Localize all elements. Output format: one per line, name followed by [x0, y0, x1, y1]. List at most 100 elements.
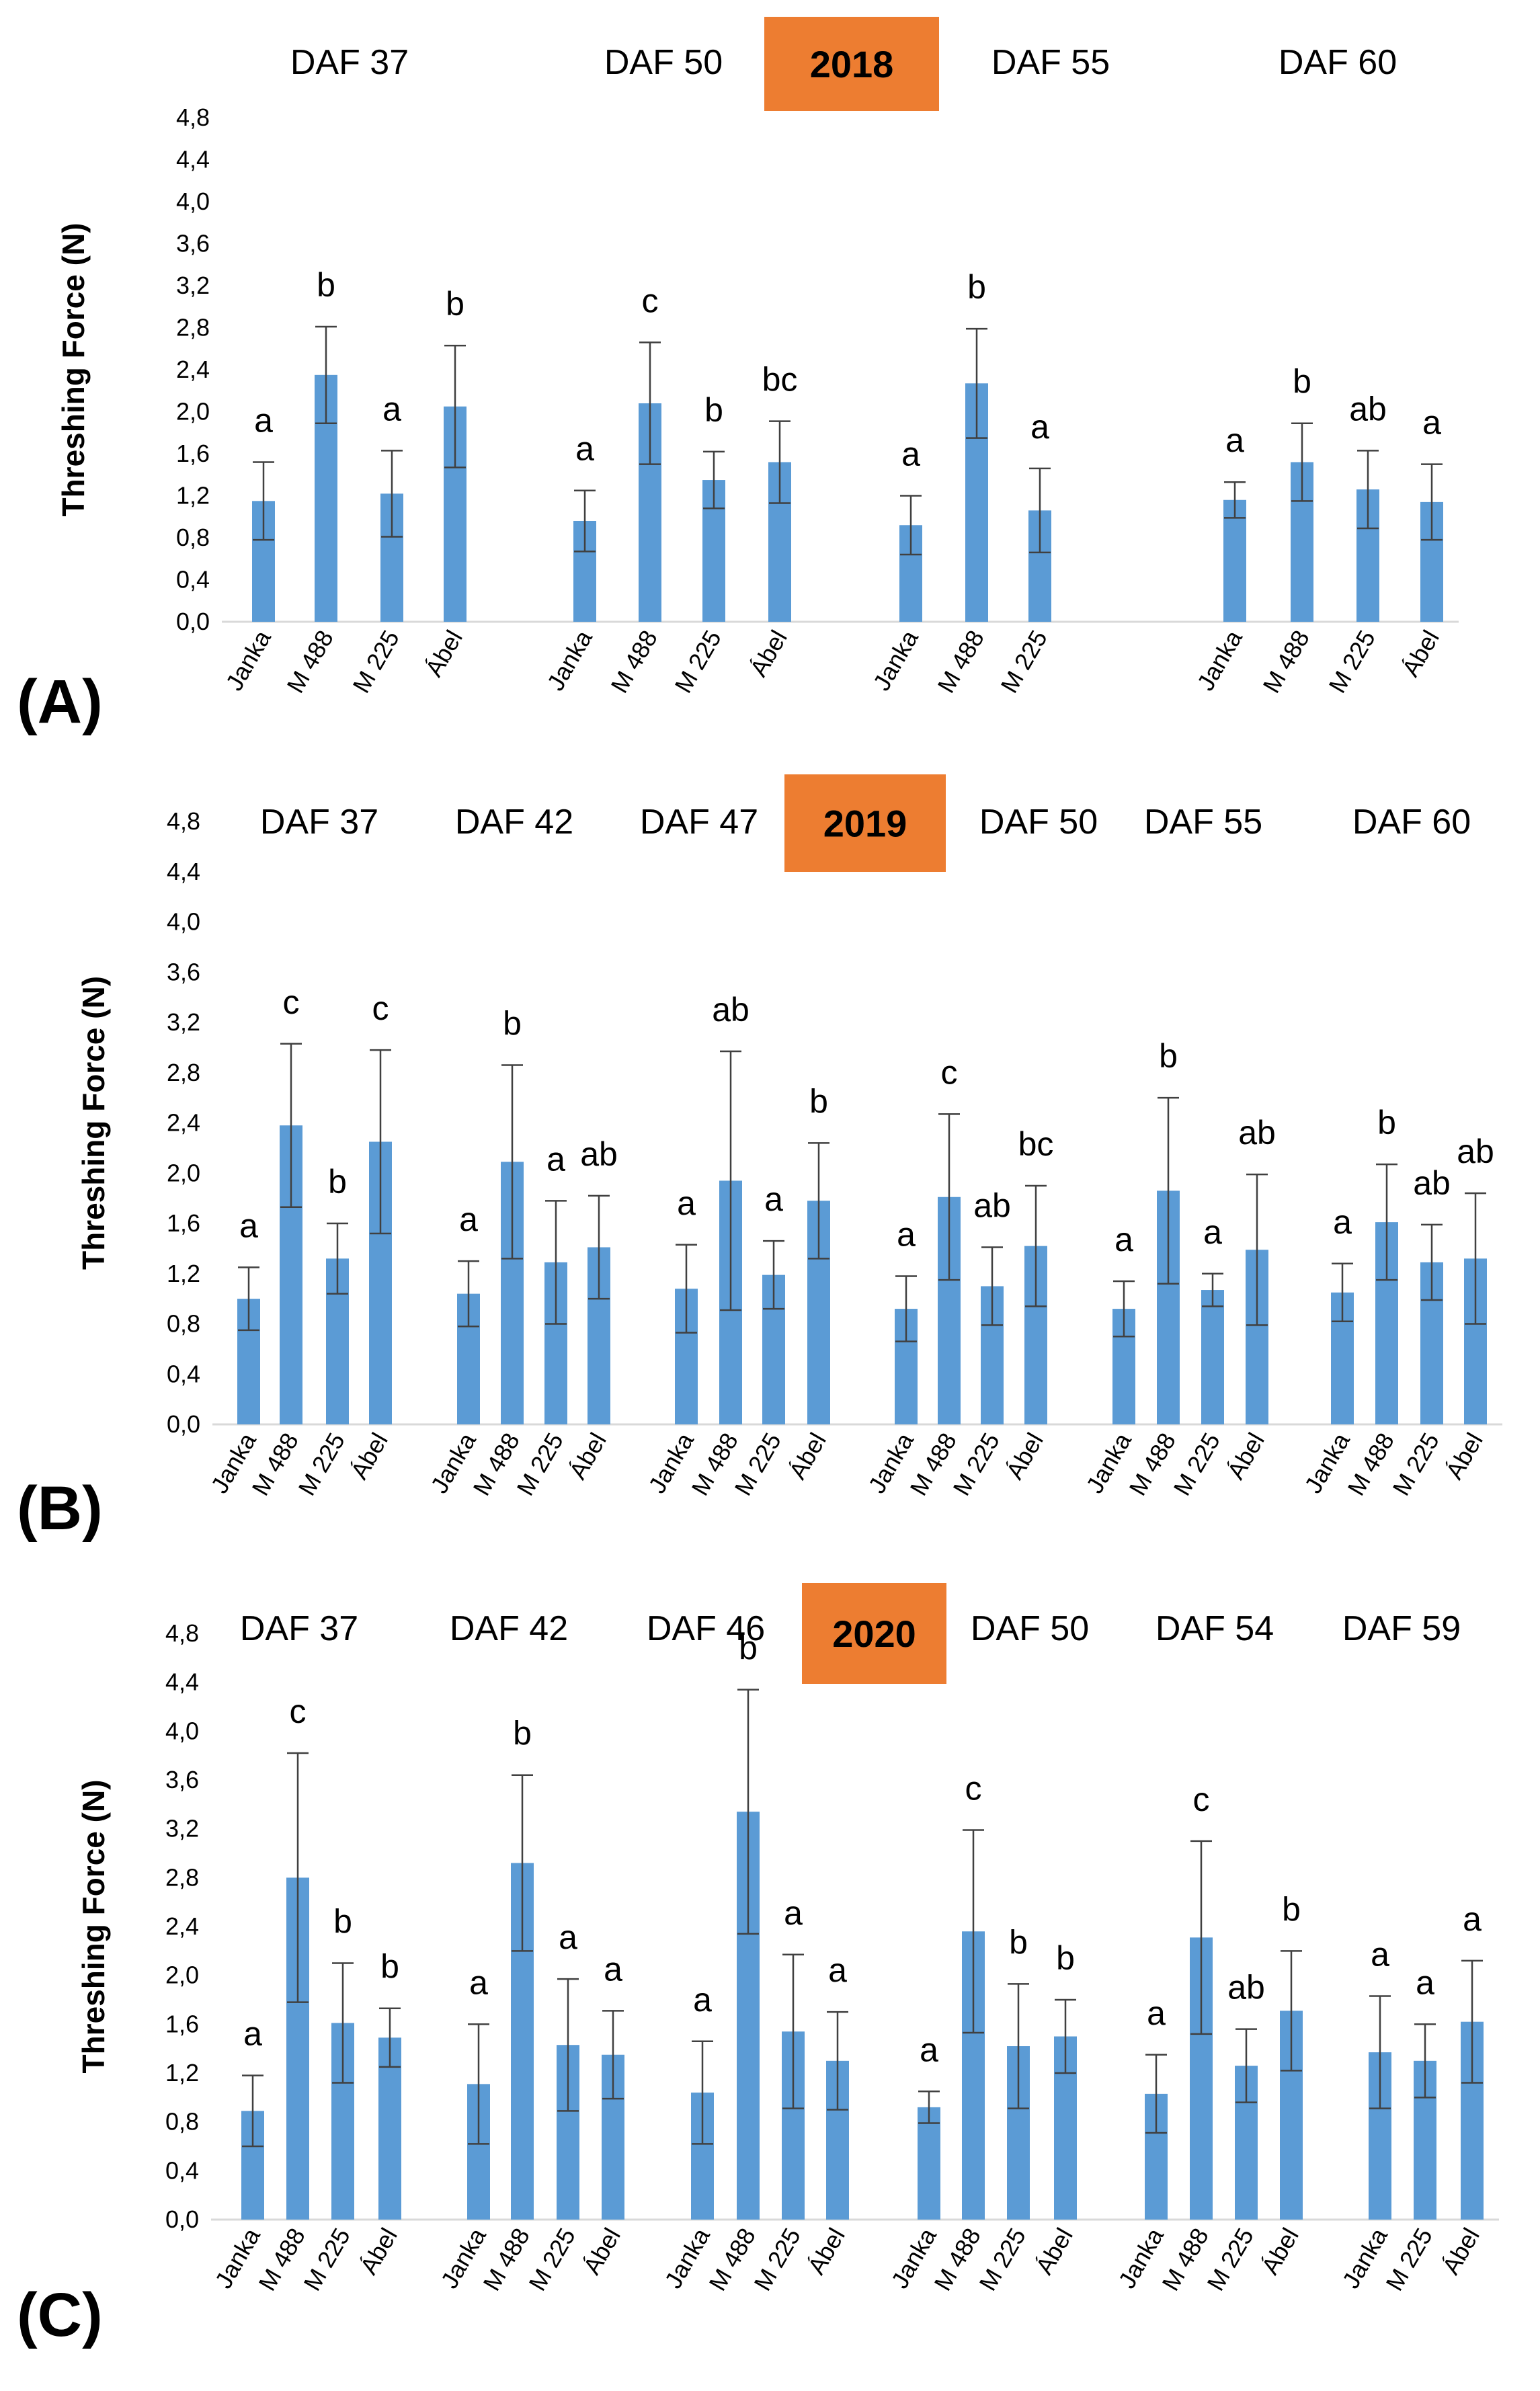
- group-label: DAF 42: [450, 1609, 568, 1648]
- y-axis-label: Threshing Force (N): [56, 222, 91, 516]
- significance-letter: ab: [1457, 1133, 1494, 1170]
- y-tick-label: 4,8: [165, 1619, 199, 1647]
- year-label: 2018: [810, 43, 894, 85]
- significance-letter: b: [1009, 1923, 1028, 1961]
- significance-letter: c: [283, 983, 300, 1021]
- y-tick-label: 2,0: [167, 1159, 200, 1186]
- y-tick-label: 0,0: [165, 2205, 199, 2233]
- significance-letter: a: [254, 402, 273, 440]
- y-tick-label: 0,4: [167, 1360, 200, 1387]
- significance-letter: c: [642, 282, 659, 319]
- significance-letter: b: [380, 1948, 399, 1986]
- significance-letter: c: [290, 1693, 307, 1730]
- y-tick-label: 4,0: [165, 1717, 199, 1744]
- category-label: Janka: [220, 625, 276, 696]
- group-label: DAF 60: [1279, 43, 1397, 82]
- significance-letter: a: [1030, 408, 1049, 446]
- significance-letter: a: [1225, 421, 1244, 459]
- y-tick-label: 4,4: [167, 858, 200, 885]
- category-label: Janka: [867, 625, 924, 696]
- category-label: M 225: [748, 2224, 806, 2296]
- significance-letter: a: [559, 1918, 577, 1956]
- year-badge: [802, 1583, 946, 1684]
- significance-letter: a: [1147, 1994, 1166, 2032]
- significance-letter: a: [901, 436, 920, 473]
- category-label: Ábel: [1440, 1428, 1488, 1484]
- significance-letter: a: [784, 1894, 803, 1932]
- category-label: M 225: [292, 1428, 350, 1500]
- significance-letter: a: [604, 1950, 622, 1988]
- significance-letter: a: [459, 1201, 478, 1238]
- year-badge: [784, 774, 946, 872]
- y-tick-label: 3,6: [167, 958, 200, 985]
- significance-letter: a: [382, 390, 401, 428]
- y-tick-label: 3,2: [165, 1815, 199, 1842]
- y-tick-label: 4,4: [176, 146, 210, 173]
- y-tick-label: 3,6: [176, 230, 210, 257]
- y-tick-label: 2,0: [165, 1961, 199, 1989]
- significance-letter: b: [704, 391, 723, 429]
- group-label: DAF 37: [260, 803, 378, 842]
- y-tick-label: 4,4: [165, 1668, 199, 1696]
- y-tick-label: 3,2: [167, 1008, 200, 1036]
- group-label: DAF 50: [604, 43, 723, 82]
- y-tick-label: 1,2: [167, 1260, 200, 1287]
- significance-letter: a: [828, 1951, 847, 1989]
- significance-letter: a: [677, 1184, 696, 1222]
- y-tick-label: 2,8: [176, 314, 210, 341]
- significance-letter: a: [920, 2031, 938, 2068]
- y-tick-label: 2,4: [165, 1912, 199, 1940]
- significance-letter: a: [239, 1207, 258, 1244]
- category-label: Ábel: [563, 1428, 612, 1484]
- bar: [918, 2107, 940, 2220]
- chart-panel-3: 0,0 0,4 0,8 1,2 1,6 2,0 2,4 2,8 3,2 3,6 4,0 4,4 4,8 T…: [17, 1583, 1499, 2349]
- significance-letter: a: [1422, 404, 1441, 442]
- bar: [378, 2037, 401, 2220]
- significance-letter: a: [1115, 1221, 1133, 1258]
- y-tick-label: 4,0: [176, 188, 210, 215]
- y-tick-label: 0,8: [165, 2108, 199, 2136]
- significance-letter: b: [1056, 1939, 1075, 1977]
- category-label: Ábel: [1000, 1428, 1049, 1484]
- group-label: DAF 59: [1342, 1609, 1461, 1648]
- significance-letter: a: [1416, 1963, 1434, 2001]
- category-label: Ábel: [1221, 1428, 1270, 1484]
- significance-letter: c: [1193, 1781, 1210, 1818]
- category-label: Ábel: [744, 626, 793, 682]
- chart-panel-2: 0,0 0,4 0,8 1,2 1,6 2,0 2,4 2,8 3,2 3,6 4,0 4,4 4,8 T…: [17, 774, 1502, 1543]
- y-tick-label: 2,8: [167, 1059, 200, 1086]
- significance-letter: b: [1282, 1890, 1301, 1928]
- y-tick-label: 1,6: [167, 1209, 200, 1237]
- significance-letter: c: [372, 989, 389, 1027]
- significance-letter: ab: [580, 1135, 618, 1173]
- significance-letter: b: [739, 1629, 758, 1667]
- y-tick-label: 4,8: [176, 104, 210, 131]
- y-tick-label: 0,0: [167, 1410, 200, 1438]
- significance-letter: b: [1293, 363, 1311, 401]
- y-tick-label: 2,4: [176, 356, 210, 383]
- significance-letter: a: [1371, 1936, 1389, 1974]
- y-axis-label: Threshing Force (N): [76, 1779, 111, 2073]
- y-tick-label: 4,0: [167, 908, 200, 936]
- category-label: Ábel: [783, 1428, 832, 1484]
- significance-letter: b: [317, 266, 335, 304]
- panel-label: (C): [17, 2281, 103, 2349]
- y-axis-label: Threshing Force (N): [76, 976, 111, 1270]
- y-tick-label: 2,0: [176, 398, 210, 425]
- significance-letter: b: [333, 1903, 352, 1941]
- significance-letter: b: [328, 1163, 347, 1201]
- category-label: M 225: [298, 2224, 356, 2296]
- y-tick-label: 3,2: [176, 272, 210, 299]
- group-label: DAF 50: [971, 1609, 1089, 1648]
- category-label: Janka: [1191, 625, 1248, 696]
- bar: [1201, 1290, 1224, 1424]
- category-label: M 488: [605, 626, 663, 698]
- significance-letter: a: [1463, 1900, 1482, 1938]
- group-label: DAF 37: [240, 1609, 358, 1648]
- y-tick-label: 2,8: [165, 1863, 199, 1891]
- category-label: Ábel: [802, 2224, 850, 2279]
- group-label: DAF 42: [455, 803, 573, 842]
- category-label: M 225: [523, 2224, 581, 2296]
- category-label: M 225: [347, 626, 405, 698]
